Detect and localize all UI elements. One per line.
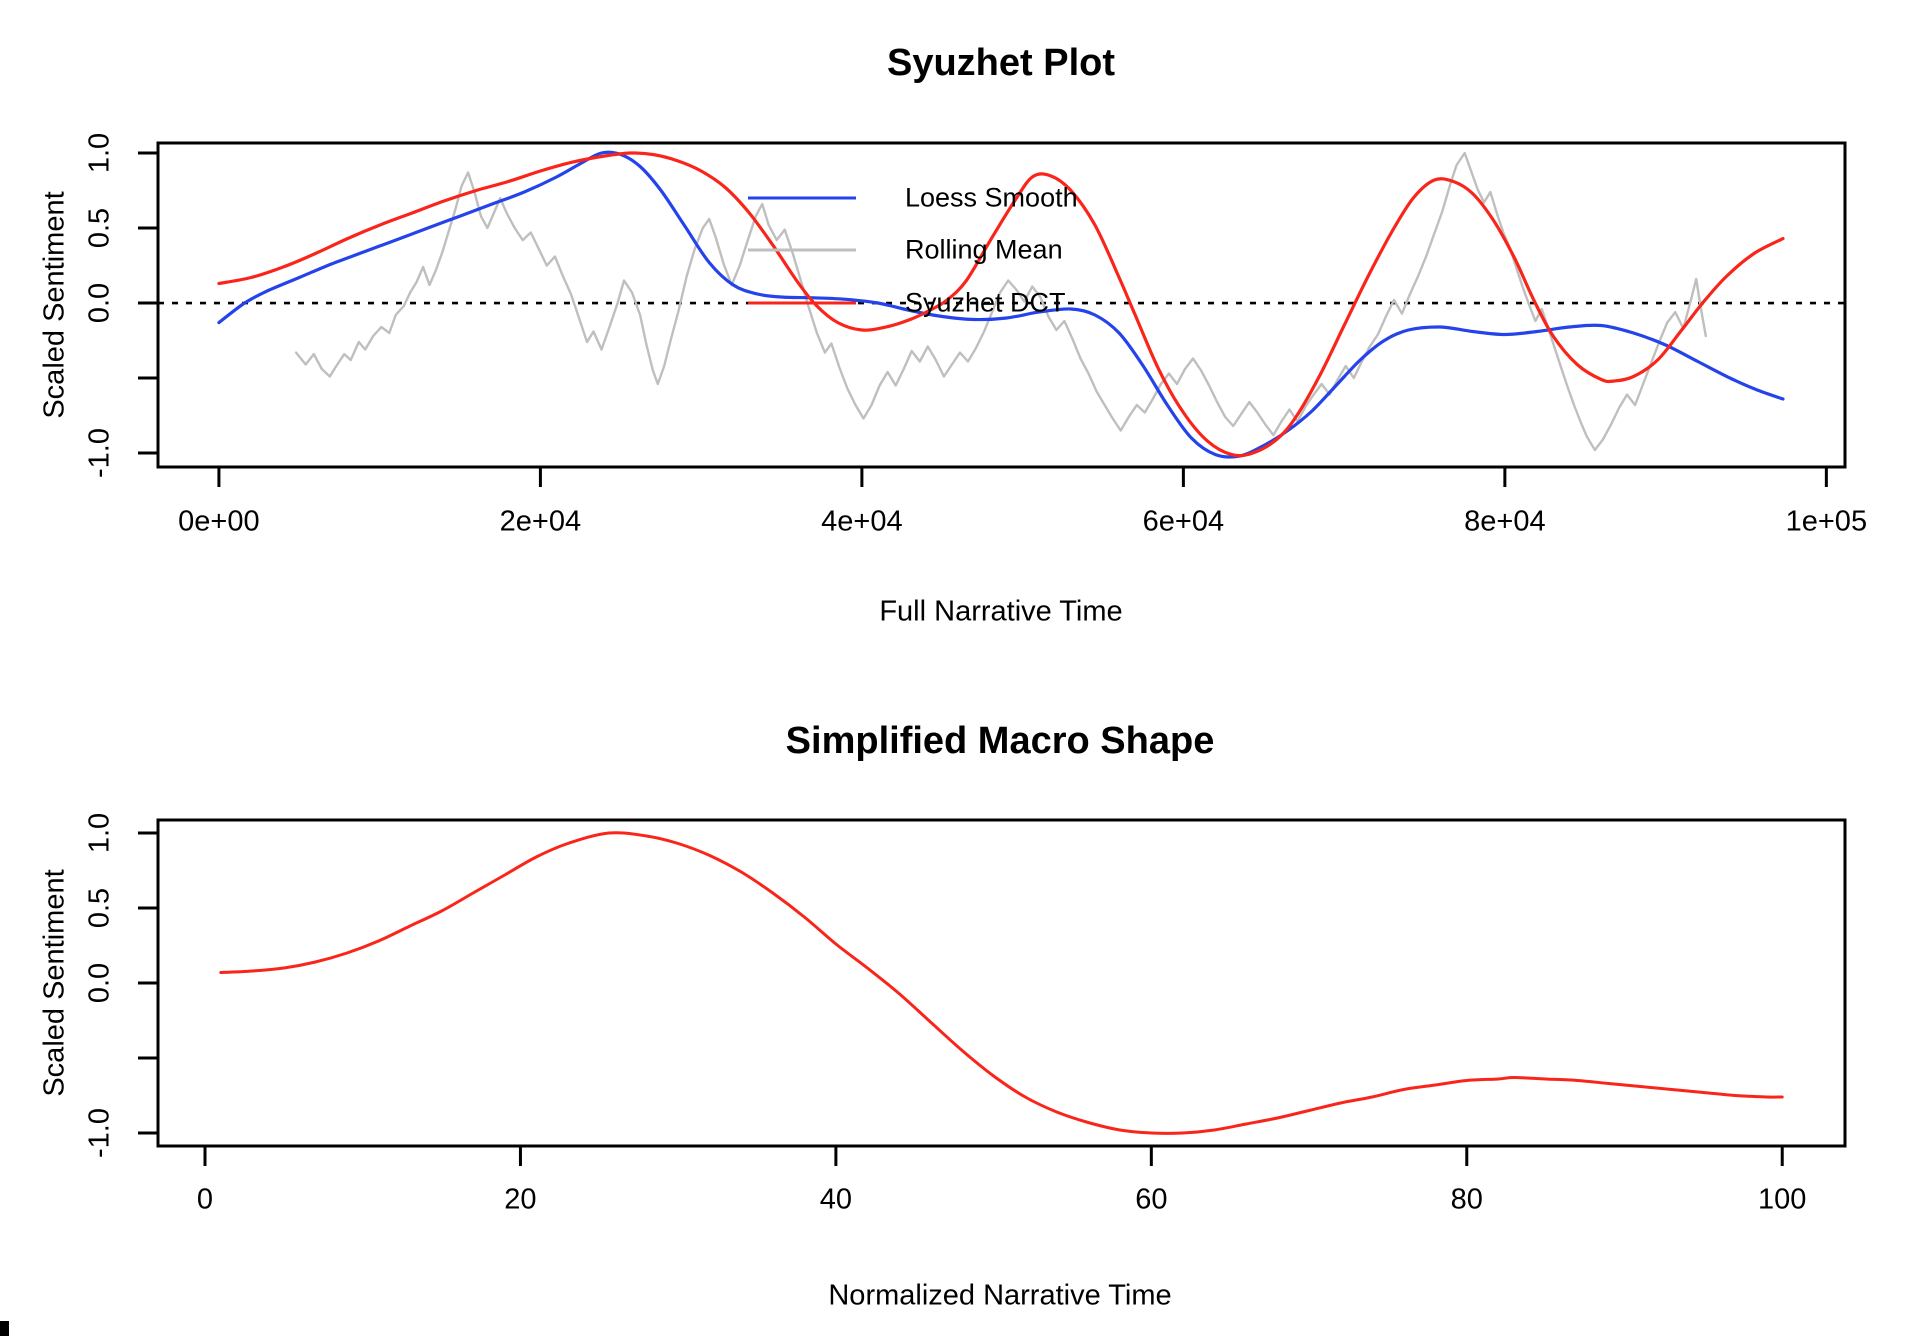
x-tick-label: 2e+04 xyxy=(499,505,582,538)
x-tick-label: 80 xyxy=(1450,1183,1483,1216)
y-tick-label: 0.5 xyxy=(83,887,116,929)
y-tick-label: -1.0 xyxy=(83,1107,116,1158)
corner-artifact xyxy=(0,1321,9,1336)
y-axis-label: Scaled Sentiment xyxy=(38,191,71,419)
y-tick-label: 1.0 xyxy=(83,132,116,174)
y-tick-label: 0.0 xyxy=(83,962,116,1004)
x-tick-label: 20 xyxy=(504,1183,537,1216)
x-tick-label: 100 xyxy=(1758,1183,1807,1216)
x-tick-label: 1e+05 xyxy=(1785,505,1868,538)
x-tick-label: 60 xyxy=(1135,1183,1168,1216)
legend-label: Syuzhet DCT xyxy=(905,287,1066,318)
x-axis-label: Normalized Narrative Time xyxy=(828,1279,1172,1312)
legend-label: Loess Smooth xyxy=(905,182,1078,213)
y-axis-label: Scaled Sentiment xyxy=(38,869,71,1097)
x-tick-label: 8e+04 xyxy=(1464,505,1546,538)
y-tick-label: 0.0 xyxy=(83,282,116,324)
series-loess-smooth xyxy=(217,150,1785,459)
y-tick-label: -1.0 xyxy=(83,428,116,479)
y-tick-label: 0.5 xyxy=(83,207,116,249)
series-rolling-mean xyxy=(294,151,1707,452)
plot-box xyxy=(156,141,1847,469)
x-tick-label: 0e+00 xyxy=(178,505,260,538)
legend-label: Rolling Mean xyxy=(905,234,1063,265)
chart-title: Syuzhet Plot xyxy=(886,42,1116,84)
chart-title: Simplified Macro Shape xyxy=(785,720,1215,762)
y-tick-label: 1.0 xyxy=(83,812,116,854)
x-tick-label: 6e+04 xyxy=(1142,505,1225,538)
x-tick-label: 0 xyxy=(196,1183,214,1216)
x-tick-label: 4e+04 xyxy=(821,505,903,538)
x-axis-label: Full Narrative Time xyxy=(879,595,1123,628)
x-tick-label: 40 xyxy=(819,1183,853,1216)
series-macro-shape xyxy=(219,831,1784,1135)
series-syuzhet-dct xyxy=(217,151,1785,458)
